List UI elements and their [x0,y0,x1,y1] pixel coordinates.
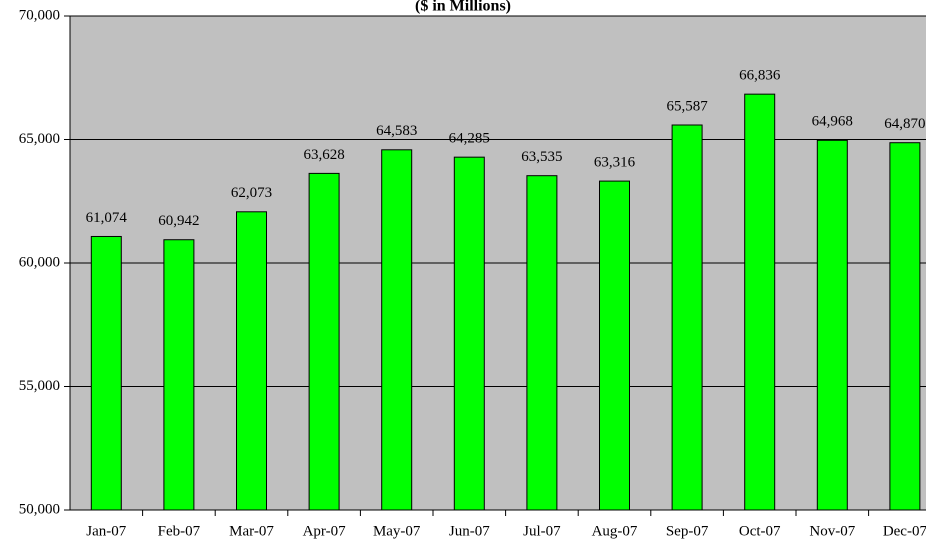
bar [236,211,267,511]
value-label: 64,583 [376,123,417,139]
x-tick-label: Sep-07 [666,523,709,539]
x-tick-label: Feb-07 [158,523,201,539]
bar [744,93,776,511]
bar [381,149,413,511]
x-tick-label: Apr-07 [303,523,347,539]
x-tick-label: Aug-07 [592,523,638,539]
y-tick-label: 60,000 [19,254,60,270]
x-tick-label: Dec-07 [883,523,926,539]
x-tick-label: Jan-07 [86,523,126,539]
bar [889,142,921,511]
x-tick-label: Jul-07 [523,523,561,539]
x-tick-label: Mar-07 [229,523,274,539]
bar [671,124,703,511]
value-label: 64,968 [812,114,853,130]
bar [526,175,558,511]
x-tick-label: Jun-07 [449,523,490,539]
bar [90,235,122,511]
bar [308,172,340,511]
value-label: 63,628 [303,147,344,163]
value-label: 65,587 [666,98,708,114]
y-tick-label: 50,000 [19,501,60,517]
value-label: 66,836 [739,68,781,84]
value-label: 64,870 [884,116,925,132]
value-label: 64,285 [449,131,490,147]
bar [453,156,485,511]
y-tick-label: 65,000 [19,131,60,147]
value-label: 60,942 [158,213,199,229]
bar [163,239,195,511]
value-label: 62,073 [231,185,272,201]
x-tick-label: Nov-07 [809,523,855,539]
value-label: 63,535 [521,149,562,165]
bar [816,139,848,511]
y-tick-label: 70,000 [19,7,60,23]
value-label: 61,074 [86,210,128,226]
x-tick-label: May-07 [373,523,421,539]
chart-title: ($ in Millions) [415,0,511,15]
bar [599,180,630,511]
value-label: 63,316 [594,155,636,171]
y-tick-label: 55,000 [19,378,60,394]
x-tick-label: Oct-07 [739,523,781,539]
